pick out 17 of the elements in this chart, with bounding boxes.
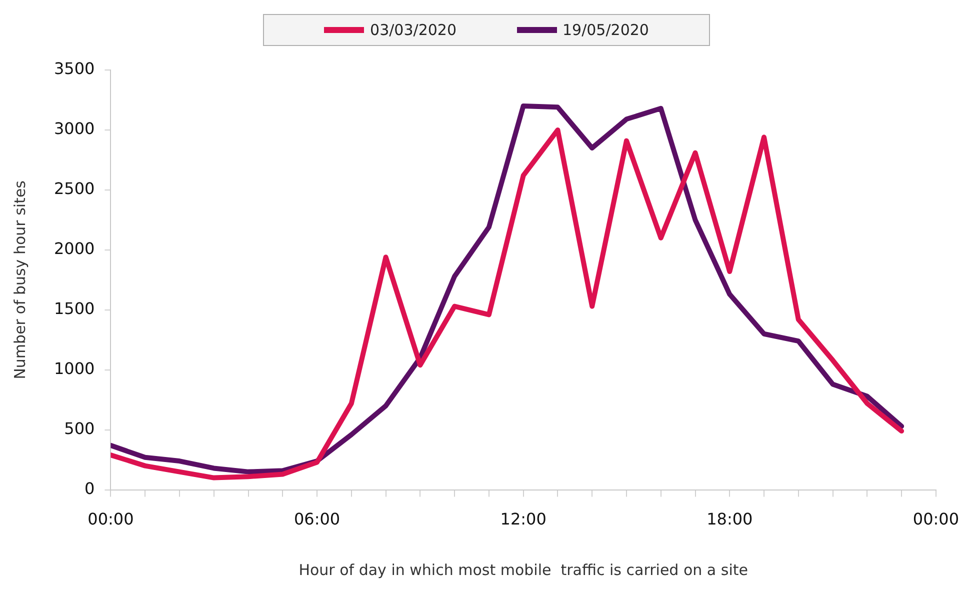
y-tick-label: 0: [84, 478, 95, 498]
y-axis-title: Number of busy hour sites: [10, 180, 29, 380]
y-tick-label: 2000: [54, 239, 95, 258]
x-tick-label: 06:00: [294, 510, 340, 529]
x-tick-label: 00:00: [912, 510, 959, 529]
y-tick-label: 3500: [54, 59, 95, 78]
legend-label: 03/03/2020: [370, 21, 456, 39]
x-axis-title: Hour of day in which most mobile traffic is carried on a site: [298, 560, 748, 579]
y-tick-label: 1500: [54, 299, 95, 318]
y-tick-label: 3000: [54, 119, 95, 138]
y-tick-label: 500: [64, 418, 95, 438]
y-tick-label: 2500: [54, 179, 95, 198]
x-tick-label: 18:00: [706, 510, 753, 529]
legend-label: 19/05/2020: [562, 21, 649, 39]
x-tick-label: 12:00: [500, 510, 546, 529]
y-tick-label: 1000: [54, 359, 95, 378]
x-tick-label: 00:00: [88, 510, 134, 529]
